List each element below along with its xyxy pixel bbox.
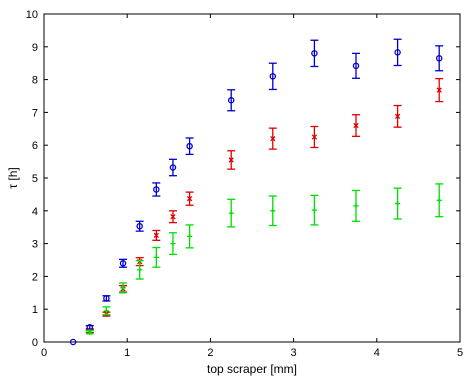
- data-point: [87, 329, 93, 335]
- data-point: [228, 210, 234, 216]
- data-point: [69, 338, 77, 346]
- data-point: [153, 254, 159, 260]
- y-tick-label: 8: [32, 75, 38, 87]
- data-point: [269, 73, 277, 80]
- y-tick-label: 4: [32, 206, 38, 218]
- x-tick-label: 0: [41, 347, 47, 359]
- data-point: [311, 134, 318, 140]
- data-point: [435, 55, 443, 62]
- data-point: [153, 232, 159, 239]
- error-bar: [268, 62, 277, 91]
- y-tick-label: 10: [26, 9, 38, 21]
- y-tick-label: 9: [32, 42, 38, 54]
- data-point: [395, 200, 401, 207]
- data-point: [169, 164, 177, 171]
- data-point: [153, 186, 160, 193]
- error-bar: [227, 89, 236, 112]
- error-bar: [310, 39, 319, 68]
- y-tick-label: 7: [32, 107, 38, 119]
- data-point: [120, 285, 126, 291]
- x-axis-label: top scraper [mm]: [207, 362, 297, 376]
- data-point: [270, 135, 276, 142]
- data-point: [270, 208, 276, 214]
- data-point: [186, 196, 193, 202]
- x-tick-label: 4: [374, 347, 380, 359]
- x-tick-label: 1: [124, 347, 130, 359]
- data-point: [394, 49, 401, 56]
- axis-ticks: [43, 13, 461, 343]
- error-bar: [435, 45, 444, 72]
- plot-area: [43, 13, 461, 343]
- data-point: [170, 214, 176, 220]
- error-bar: [352, 52, 360, 79]
- data-point: [136, 222, 143, 230]
- data-point: [311, 50, 318, 57]
- error-bar: [168, 158, 177, 177]
- data-marks: [69, 38, 444, 346]
- data-point: [311, 207, 317, 213]
- data-point: [394, 113, 401, 119]
- x-tick-label: 3: [291, 347, 297, 359]
- data-point: [353, 203, 359, 209]
- series-3: [85, 183, 444, 335]
- y-tick-label: 1: [32, 304, 38, 316]
- data-point: [228, 157, 234, 163]
- tick-labels: 0 1 2 3 4 5 0 1 2 3 4 5 6 7 8 9 10: [26, 9, 463, 359]
- data-point: [187, 233, 193, 239]
- data-point: [227, 97, 235, 104]
- y-tick-label: 6: [32, 140, 38, 152]
- y-tick-label: 0: [32, 337, 38, 349]
- error-bar: [135, 220, 144, 232]
- x-tick-label: 5: [457, 347, 463, 359]
- data-point: [436, 197, 442, 203]
- data-point: [353, 122, 359, 129]
- data-point: [436, 87, 442, 93]
- data-point: [103, 295, 110, 302]
- y-tick-label: 5: [32, 173, 38, 185]
- y-tick-label: 2: [32, 271, 38, 283]
- series-1: [69, 38, 444, 346]
- y-tick-label: 3: [32, 239, 38, 251]
- error-bar: [393, 38, 402, 67]
- data-point: [170, 241, 176, 247]
- data-point: [137, 267, 143, 273]
- error-bar: [152, 182, 161, 197]
- data-point: [119, 260, 127, 267]
- data-point: [352, 62, 360, 70]
- data-point: [103, 308, 109, 314]
- x-tick-label: 2: [207, 347, 213, 359]
- data-point: [186, 142, 193, 150]
- error-bar: [185, 137, 194, 156]
- y-axis-label: τ [h]: [6, 167, 20, 188]
- series-2: [85, 77, 444, 334]
